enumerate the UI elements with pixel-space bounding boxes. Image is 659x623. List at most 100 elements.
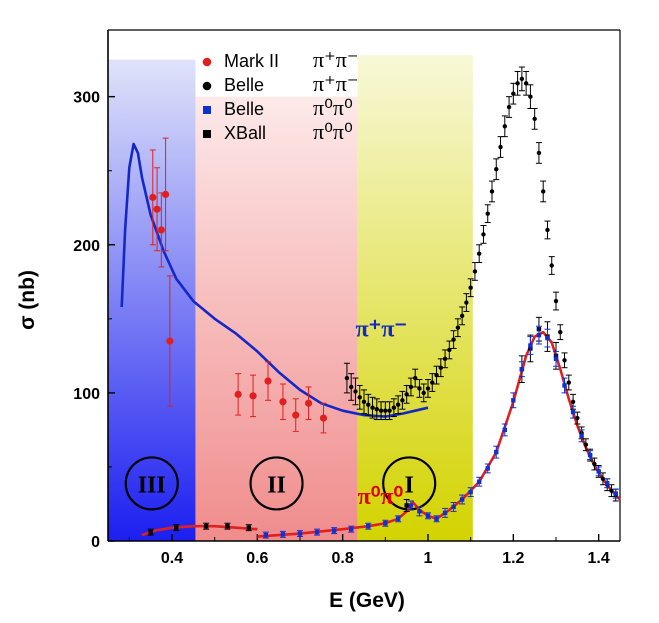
- x-tick-label: 1: [424, 550, 433, 567]
- belle-pipi-charged-point: [506, 104, 512, 110]
- belle-pipi-charged-point: [464, 300, 469, 305]
- x-tick-label: 0.6: [246, 550, 268, 567]
- legend-mark-ii-pipi-charged-channel: π⁺π⁻: [313, 47, 358, 72]
- mark-ii-pipi-charged-point: [234, 390, 242, 398]
- xball-pipi-neutral-point: [225, 523, 230, 529]
- mark-ii-pipi-charged-point: [264, 377, 272, 385]
- belle-pipi-neutral-point: [528, 343, 533, 348]
- y-tick-label: 200: [73, 238, 100, 255]
- region-iii-label: III: [138, 472, 166, 498]
- belle-pipi-charged-point: [468, 285, 473, 290]
- belle-pipi-charged-point: [472, 269, 478, 274]
- legend: Mark II π⁺π⁻ Belle π⁺π⁻ Belle π⁰π⁰ XBall π⁰π⁰: [202, 47, 358, 144]
- belle-pipi-neutral-point: [395, 516, 401, 521]
- belle-pipi-neutral-point: [442, 510, 448, 516]
- belle-pipi-charged-point: [370, 405, 375, 410]
- y-tick-label: 300: [73, 90, 100, 107]
- belle-pipi-charged-point: [395, 402, 401, 407]
- belle-pipi-neutral-point: [587, 452, 593, 458]
- x-tick-label: 0.8: [332, 550, 354, 567]
- belle-pipi-charged-point: [408, 384, 414, 390]
- belle-pipi-neutral-point: [425, 513, 431, 519]
- xball-pipi-neutral-point: [174, 525, 179, 530]
- belle-pipi-neutral-point: [280, 532, 286, 537]
- belle-pipi-charged-point: [357, 395, 362, 400]
- annotations: π⁺π⁻ π⁰π⁰: [355, 317, 407, 510]
- belle-pipi-charged-point: [523, 81, 529, 86]
- region-ii-label: II: [267, 472, 286, 498]
- x-tick-label: 1.4: [588, 550, 610, 567]
- energy-regions: III II I: [108, 55, 473, 542]
- x-axis-label: E (GeV): [329, 589, 405, 612]
- belle-pipi-charged-point: [498, 144, 503, 150]
- belle-pipi-charged-point: [489, 189, 495, 194]
- mark-ii-pipi-charged-point: [292, 411, 300, 419]
- belle-pipi-charged-point: [459, 313, 465, 319]
- belle-pipi-charged-point: [515, 81, 520, 86]
- belle-pipi-charged-point: [451, 337, 456, 342]
- belle-pipi-charged-point: [383, 408, 388, 413]
- belle-pipi-neutral-point: [417, 509, 422, 514]
- belle-pipi-neutral-point: [366, 523, 371, 529]
- region-i-band: [357, 55, 473, 541]
- belle-pipi-charged-point: [378, 408, 384, 413]
- belle-pipi-charged-point: [570, 399, 576, 404]
- x-tick-label: 1.2: [502, 550, 524, 567]
- region-ii-circle: [249, 456, 304, 511]
- belle-pipi-charged-point: [519, 76, 525, 82]
- belle-pipi-charged-point: [511, 91, 516, 96]
- belle-pipi-charged-point: [562, 358, 567, 363]
- mark-ii-pipi-charged-point: [157, 226, 165, 234]
- plot-axes: 0.4 0.6 0.8 1 1.2 1.4 0 100 200 300: [73, 29, 621, 567]
- belle-pipi-charged-point: [481, 232, 486, 237]
- legend-mark-ii-pipi-charged-experiment: Mark II: [224, 51, 279, 71]
- legend-xball-pipi-neutral-channel: π⁰π⁰: [313, 119, 353, 144]
- curve-pipi-charged: [120, 142, 429, 418]
- xball-pipi-neutral-point: [404, 503, 409, 508]
- belle-pipi-charged-point: [575, 415, 580, 421]
- belle-pipi-charged-point: [366, 402, 371, 407]
- belle-pipi-neutral-point: [545, 335, 550, 341]
- region-iii-circle: [124, 456, 179, 511]
- belle-pipi-neutral-point: [477, 479, 482, 484]
- belle-pipi-neutral-point: [263, 532, 269, 538]
- belle-pipi-neutral-point: [605, 481, 610, 486]
- belle-pipi-charged-point: [434, 372, 439, 378]
- belle-pipi-charged-point: [442, 356, 448, 362]
- legend-belle-pipi-neutral-marker: [203, 106, 211, 114]
- xball-pipi-neutral-point: [203, 523, 209, 529]
- belle-pipi-neutral-point: [502, 427, 507, 433]
- curve-pipi-neutral: [141, 524, 258, 537]
- belle-pipi-neutral-point: [485, 466, 490, 471]
- belle-pipi-neutral-point: [596, 469, 601, 474]
- legend-xball-pipi-neutral-experiment: XBall: [224, 123, 266, 143]
- belle-pipi-neutral-point: [408, 503, 414, 508]
- mark-ii-pipi-charged-point: [249, 392, 257, 400]
- mark-ii-pipi-charged-point: [319, 414, 328, 422]
- belle-pipi-charged-point: [477, 251, 482, 256]
- belle-pipi-charged-point: [421, 390, 426, 396]
- belle-pipi-neutral-point: [297, 531, 303, 536]
- belle-pipi-neutral-point: [511, 398, 516, 403]
- belle-pipi-charged-point: [600, 476, 606, 481]
- annotation-pipi-neutral: π⁰π⁰: [358, 484, 404, 510]
- belle-pipi-charged-point: [494, 167, 499, 172]
- legend-belle-pipi-charged-channel: π⁺π⁻: [313, 71, 358, 96]
- belle-pipi-neutral-point: [570, 409, 576, 415]
- belle-pipi-charged-point: [430, 380, 435, 385]
- belle-pipi-charged-point: [447, 347, 452, 353]
- annotation-pipi-charged: π⁺π⁻: [355, 317, 407, 343]
- region-ii-band: [195, 96, 358, 542]
- xball-pipi-neutral-point: [148, 529, 153, 535]
- legend-belle-pipi-neutral-experiment: Belle: [224, 99, 264, 119]
- legend-belle-pipi-neutral-channel: π⁰π⁰: [313, 95, 353, 120]
- belle-pipi-neutral-point: [562, 383, 567, 388]
- belle-pipi-neutral-point: [331, 528, 337, 533]
- belle-pipi-charged-point: [592, 461, 597, 467]
- belle-pipi-charged-point: [545, 227, 550, 233]
- belle-pipi-neutral-point: [314, 529, 320, 535]
- belle-pipi-charged-point: [609, 488, 614, 493]
- belle-pipi-charged-point: [566, 380, 571, 385]
- belle-pipi-neutral-point: [459, 497, 465, 502]
- belle-pipi-charged-point: [344, 375, 350, 381]
